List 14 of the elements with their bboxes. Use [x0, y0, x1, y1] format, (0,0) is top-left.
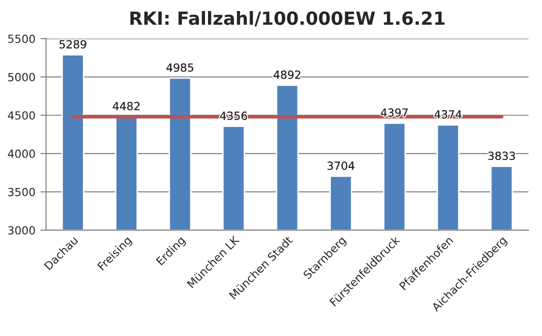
data-label: 4985: [166, 63, 194, 72]
y-tick-label: 4500: [8, 111, 35, 120]
y-tick-label: 4000: [8, 150, 35, 158]
y-tick-label: 3000: [8, 226, 35, 235]
chart-title: RKI: Fallzahl/100.000EW 1.6.21: [130, 11, 445, 26]
data-label: 3833: [488, 152, 515, 160]
data-label: 4892: [274, 70, 300, 79]
y-tick-label: 3500: [8, 188, 35, 196]
data-label: 5289: [60, 40, 86, 48]
y-tick-label: 5000: [8, 72, 35, 82]
data-label: 4397: [380, 108, 408, 117]
y-tick-label: 5500: [8, 34, 35, 44]
data-label: 4482: [112, 102, 140, 110]
data-label: 3704: [328, 162, 354, 170]
